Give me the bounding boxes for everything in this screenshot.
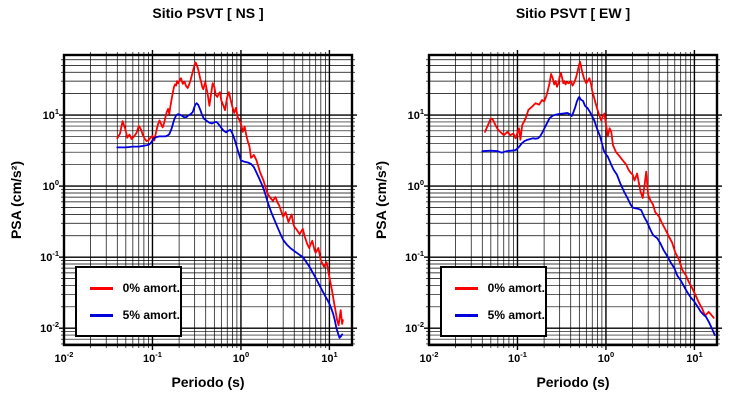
series-line-1	[116, 102, 344, 339]
x-tick-label: 10-1	[143, 350, 162, 365]
legend-label-0pct: 0% amort.	[487, 281, 545, 295]
legend-ns: 0% amort. 5% amort.	[75, 266, 182, 337]
y-tick-label: 10-1	[405, 249, 424, 264]
y-tick-label: 101	[408, 107, 424, 122]
panel-ns: 10-2 10-1 100 101 101 100 10-1 10-2 Sitio PSVT …	[8, 5, 357, 390]
legend-line-sample-red	[90, 286, 113, 290]
x-tick-label: 10-1	[508, 350, 527, 365]
legend-ew: 0% amort. 5% amort.	[440, 266, 547, 337]
legend-label-5pct: 5% amort.	[122, 308, 180, 322]
x-tick-label: 10-2	[420, 350, 439, 365]
panel-ew: 10-2 10-1 100 101 101 100 10-1 10-2 Sitio PSVT …	[365, 0, 730, 400]
legend-label-5pct: 5% amort.	[487, 308, 545, 322]
legend-line-sample-blue	[90, 313, 113, 317]
x-axis-label-ew: Periodo (s)	[536, 374, 610, 390]
series-line-1	[481, 96, 716, 336]
legend-item-0pct: 0% amort.	[455, 281, 545, 295]
x-tick-label: 100	[598, 350, 614, 365]
x-tick-label: 101	[686, 350, 702, 365]
y-axis-label-ns: PSA (cm/s²)	[8, 160, 24, 240]
legend-item-5pct: 5% amort.	[90, 308, 180, 322]
x-axis-label-ns: Periodo (s)	[171, 374, 245, 390]
legend-item-0pct: 0% amort.	[90, 281, 180, 295]
y-tick-label: 101	[43, 107, 59, 122]
series-line-0	[484, 61, 715, 319]
chart-title-ns: Sitio PSVT [ NS ]	[152, 5, 264, 21]
plot-frame	[427, 53, 719, 347]
y-tick-label: 10-2	[40, 320, 59, 335]
y-tick-label: 10-2	[405, 320, 424, 335]
legend-line-sample-blue	[455, 313, 478, 317]
plot-frame	[62, 53, 354, 347]
chart-title-ew: Sitio PSVT [ EW ]	[515, 5, 631, 21]
x-tick-label: 10-2	[55, 350, 74, 365]
legend-label-0pct: 0% amort.	[122, 281, 180, 295]
x-tick-label: 100	[233, 350, 249, 365]
y-tick-label: 100	[408, 178, 424, 193]
y-axis-label-ew: PSA (cm/s²)	[373, 160, 389, 240]
legend-line-sample-red	[455, 286, 478, 290]
y-tick-label: 10-1	[40, 249, 59, 264]
series-line-0	[116, 61, 344, 327]
x-tick-label: 101	[321, 350, 337, 365]
plot-svg-ns: 10-2 10-1 100 101 101 100 10-1 10-2	[40, 50, 357, 365]
legend-item-5pct: 5% amort.	[455, 308, 545, 322]
y-tick-label: 100	[43, 178, 59, 193]
plot-svg-ew: 10-2 10-1 100 101 101 100 10-1 10-2	[405, 50, 722, 365]
